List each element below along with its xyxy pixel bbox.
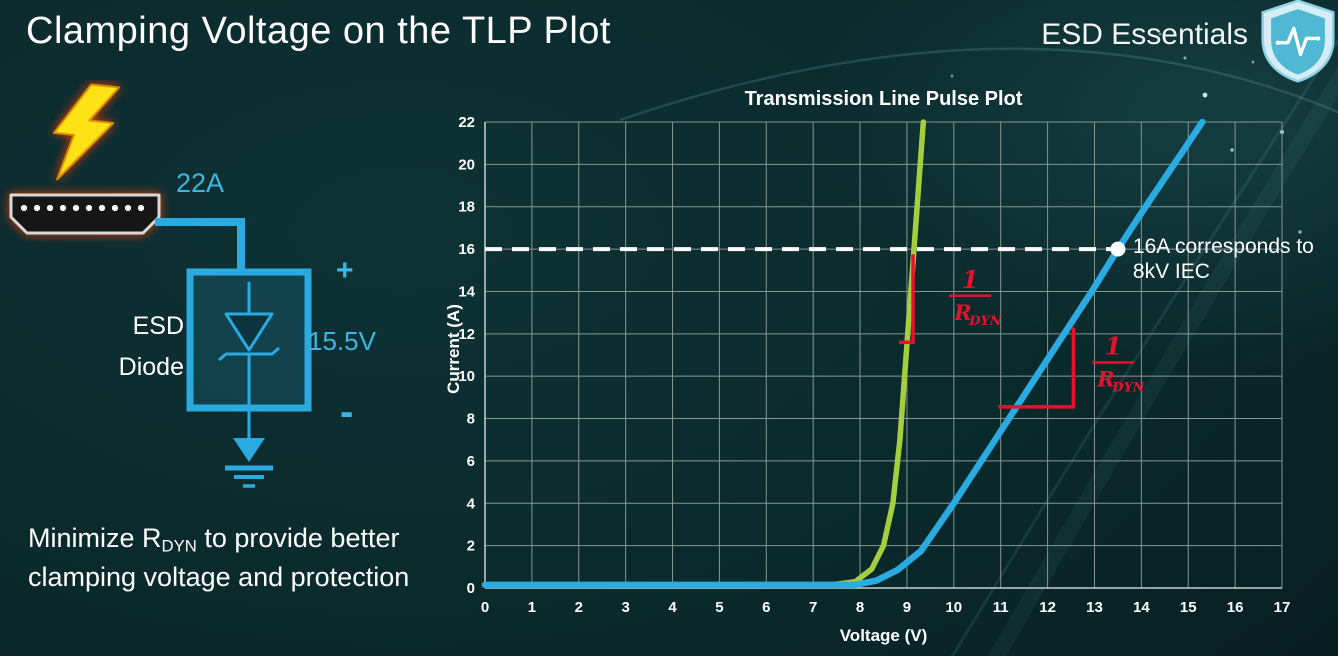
rdyn-fraction-denominator: R: [953, 300, 971, 325]
x-tick-label: 0: [481, 599, 489, 616]
device-label-line1: ESD: [132, 312, 184, 340]
rdyn-fraction-numerator: 1: [962, 265, 979, 294]
clamp-voltage-label: 15.5V: [308, 326, 376, 356]
y-tick-label: 8: [467, 411, 475, 428]
x-tick-label: 9: [903, 599, 911, 616]
x-tick-label: 15: [1180, 599, 1197, 616]
current-label: 22A: [176, 168, 225, 198]
note-part2: to provide better clamping voltage and p…: [28, 523, 410, 592]
y-tick-label: 20: [458, 156, 475, 173]
swoosh-curve: [950, 38, 1338, 656]
y-tick-label: 22: [458, 114, 475, 131]
device-label: ESD Diode: [56, 306, 184, 388]
y-tick-label: 18: [458, 199, 475, 216]
x-tick-label: 1: [528, 599, 536, 616]
y-tick-label: 0: [467, 580, 475, 597]
x-tick-label: 2: [575, 599, 583, 616]
x-tick-label: 12: [1039, 599, 1056, 616]
star-dots: [950, 32, 1302, 234]
x-tick-label: 10: [945, 599, 962, 616]
swoosh-curve: [988, 66, 1338, 656]
y-tick-label: 10: [458, 368, 475, 385]
note-subscript: DYN: [161, 536, 197, 556]
shield-pulse-icon: [1261, 0, 1335, 83]
brand-title: ESD Essentials: [1041, 18, 1248, 51]
esd-diode-box: [186, 268, 312, 440]
corner-glow: [810, 0, 1338, 370]
rdyn-fraction-denominator: R: [1096, 366, 1114, 391]
slope-indicator-blue: [998, 327, 1076, 409]
rdyn-fraction-subscript: DYN: [968, 314, 1003, 329]
zener-diode-symbol: [218, 282, 280, 440]
takeaway-note: Minimize RDYN to provide better clamping…: [28, 520, 432, 596]
x-tick-label: 13: [1086, 599, 1103, 616]
slide-title: Clamping Voltage on the TLP Plot: [26, 10, 611, 52]
rdyn-fraction-numerator: 1: [1105, 331, 1122, 360]
series-line: [481, 118, 1206, 589]
x-tick-label: 16: [1227, 599, 1244, 616]
y-tick-label: 16: [458, 241, 475, 258]
y-tick-label: 2: [467, 538, 475, 555]
x-axis-label: Voltage (V): [839, 626, 928, 645]
chart-title: Transmission Line Pulse Plot: [744, 88, 1023, 110]
device-label-line2: Diode: [118, 353, 184, 381]
marker-dot: [1110, 241, 1126, 257]
hdmi-connector-icon: [9, 193, 161, 235]
wire: [155, 218, 245, 272]
x-tick-label: 6: [762, 599, 770, 616]
rdyn-fraction-subscript: DYN: [1111, 380, 1146, 395]
y-tick-label: 4: [467, 495, 476, 512]
lightning-bolt-icon: [52, 83, 121, 181]
x-tick-label: 8: [856, 599, 864, 616]
x-tick-label: 11: [993, 599, 1009, 616]
swoosh-curve: [619, 47, 1338, 122]
x-tick-label: 7: [809, 599, 817, 616]
x-tick-label: 17: [1274, 599, 1291, 616]
x-tick-label: 3: [621, 599, 629, 616]
esd-diagram: [9, 83, 312, 488]
y-tick-label: 6: [467, 453, 475, 470]
note-part1: Minimize R: [28, 523, 162, 553]
series-line: [482, 119, 927, 588]
marker-label: 16A corresponds to 8kV IEC: [1132, 235, 1314, 284]
x-tick-label: 4: [668, 599, 677, 616]
tlp-chart: Transmission Line Pulse Plot Current (A)…: [440, 88, 1338, 656]
y-tick-label: 14: [458, 283, 475, 300]
x-tick-label: 14: [1133, 599, 1150, 616]
slope-indicator-green: [898, 254, 915, 345]
minus-label: -: [340, 390, 354, 434]
ground-symbol-icon: [225, 438, 273, 488]
plus-label: +: [336, 254, 354, 287]
x-tick-label: 5: [715, 599, 723, 616]
plot-area: 0 1 2 3 4 5 6 7 8 9 10 11 12 13 14 15 16 1702468101214161…: [458, 114, 1291, 616]
y-tick-label: 12: [458, 326, 475, 343]
